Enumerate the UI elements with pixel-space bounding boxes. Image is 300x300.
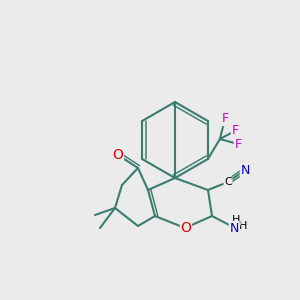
Text: O: O bbox=[181, 221, 191, 235]
Text: H: H bbox=[239, 221, 247, 231]
Text: F: F bbox=[231, 124, 239, 137]
Text: F: F bbox=[221, 112, 229, 125]
Text: N: N bbox=[229, 221, 239, 235]
Text: H: H bbox=[232, 215, 240, 225]
Text: O: O bbox=[112, 148, 123, 162]
Text: N: N bbox=[240, 164, 250, 176]
Text: F: F bbox=[234, 137, 242, 151]
Text: C: C bbox=[224, 177, 232, 187]
